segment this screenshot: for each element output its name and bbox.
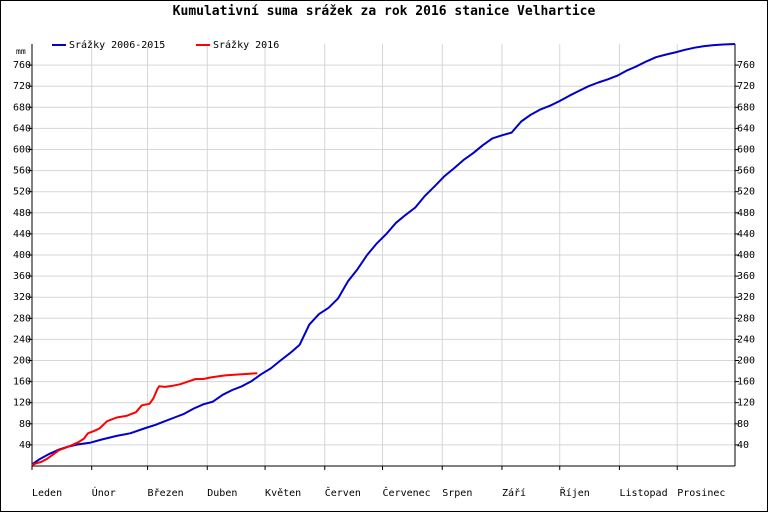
x-axis: Leden Únor Březen Duben Květen Červen Červenec… xyxy=(32,486,725,499)
y-tick-label: 680 xyxy=(13,102,31,113)
y-tick-label: 760 xyxy=(13,60,31,71)
y-tick-label: 520 xyxy=(737,187,755,198)
y-tick-label: 360 xyxy=(13,271,31,282)
y-tick-label: 200 xyxy=(737,356,755,367)
chart-title: Kumulativní suma srážek za rok 2016 stan… xyxy=(172,4,596,19)
y-tick-label: 680 xyxy=(737,102,755,113)
y-tick-label: 720 xyxy=(737,81,755,92)
chart-legend: Srážky 2006-2015 Srážky 2016 xyxy=(52,39,279,51)
y-tick-label: 520 xyxy=(13,187,31,198)
x-tick-label: Listopad xyxy=(619,488,667,499)
y-tick-label: 560 xyxy=(737,166,755,177)
legend-label: Srážky 2016 xyxy=(213,39,279,51)
x-tick-label: Červen xyxy=(325,486,361,499)
y-tick-label: 400 xyxy=(13,250,31,261)
y-tick-label: 280 xyxy=(13,313,31,324)
y-tick-label: 240 xyxy=(13,334,31,345)
y-tick-label: 560 xyxy=(13,166,31,177)
x-tick-label: Srpen xyxy=(442,488,472,499)
y-tick-label: 320 xyxy=(737,292,755,303)
y-tick-label: 200 xyxy=(13,356,31,367)
chart-series xyxy=(31,43,736,466)
x-tick-label: Únor xyxy=(92,486,116,499)
y-tick-label: 120 xyxy=(13,398,31,409)
x-tick-label: Květen xyxy=(265,487,301,499)
chart-axes xyxy=(28,44,739,470)
y-tick-label: 720 xyxy=(13,81,31,92)
chart-grid xyxy=(32,44,735,466)
y-tick-label: 640 xyxy=(737,123,755,134)
y-tick-label: 440 xyxy=(13,229,31,240)
y-tick-label: 600 xyxy=(737,145,755,156)
y-tick-label: 320 xyxy=(13,292,31,303)
y-tick-label: 480 xyxy=(737,208,755,219)
y-tick-label: 80 xyxy=(737,419,749,430)
y-axis-right: 40 80 120 160 200 240 280 320 360 400 440 480 520 560… xyxy=(737,60,755,451)
y-tick-label: 80 xyxy=(19,419,31,430)
x-tick-label: Leden xyxy=(32,488,62,499)
y-unit-label: mm xyxy=(16,47,26,56)
series-line-normal xyxy=(31,43,736,466)
series-line-2016 xyxy=(31,372,258,466)
x-tick-label: Říjen xyxy=(560,486,590,499)
y-tick-label: 640 xyxy=(13,123,31,134)
x-tick-label: Červenec xyxy=(383,486,431,499)
y-tick-label: 360 xyxy=(737,271,755,282)
y-tick-label: 600 xyxy=(13,145,31,156)
y-tick-label: 40 xyxy=(19,440,31,451)
y-tick-label: 120 xyxy=(737,398,755,409)
y-tick-label: 480 xyxy=(13,208,31,219)
y-tick-label: 160 xyxy=(13,377,31,388)
y-tick-label: 400 xyxy=(737,250,755,261)
x-tick-label: Prosinec xyxy=(677,488,725,499)
x-tick-label: Září xyxy=(502,487,526,499)
y-tick-label: 40 xyxy=(737,440,749,451)
legend-label: Srážky 2006-2015 xyxy=(69,39,165,51)
y-tick-label: 440 xyxy=(737,229,755,240)
x-tick-label: Březen xyxy=(148,487,184,499)
x-tick-label: Duben xyxy=(207,488,237,499)
y-tick-label: 280 xyxy=(737,313,755,324)
y-tick-label: 240 xyxy=(737,334,755,345)
y-axis-left: 40 80 120 160 200 240 280 320 360 400 440 480 520 560… xyxy=(13,60,31,451)
y-tick-label: 760 xyxy=(737,60,755,71)
y-tick-label: 160 xyxy=(737,377,755,388)
